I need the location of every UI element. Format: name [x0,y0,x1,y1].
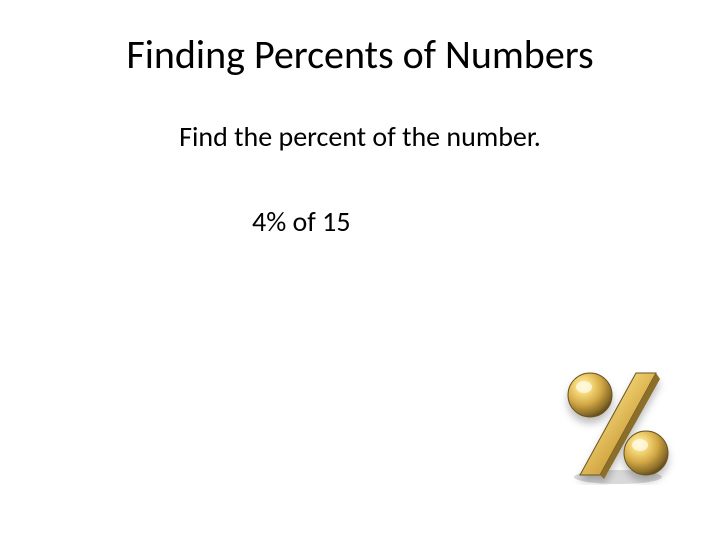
slide-subtitle: Find the percent of the number. [0,119,720,154]
slide-title: Finding Percents of Numbers [0,30,720,79]
problem-text: 4% of 15 [0,204,720,239]
slide-container: Finding Percents of Numbers Find the per… [0,0,720,540]
percent-icon [558,365,678,485]
